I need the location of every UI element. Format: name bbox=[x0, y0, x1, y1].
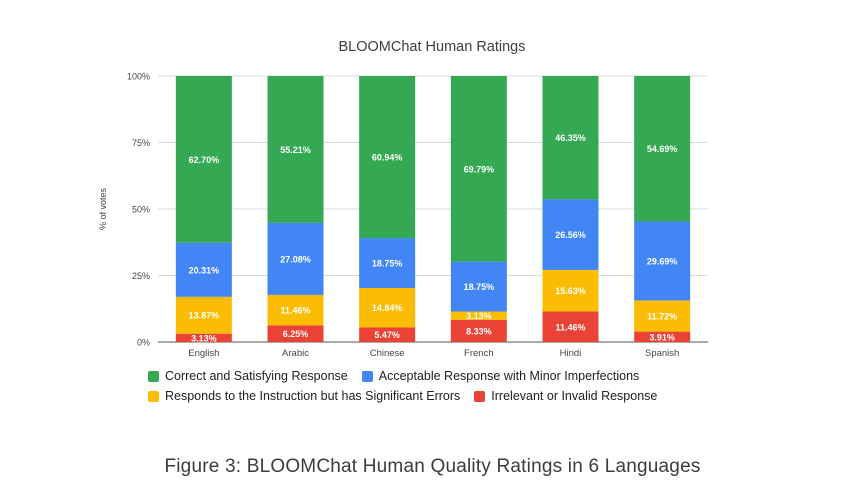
legend-label-correct: Correct and Satisfying Response bbox=[165, 369, 348, 383]
bar-segment bbox=[450, 319, 507, 342]
data-label: 18.75% bbox=[372, 259, 403, 269]
y-tick-label: 0% bbox=[137, 338, 150, 348]
data-label: 55.21% bbox=[280, 145, 311, 155]
bar-segment bbox=[542, 199, 599, 270]
bar-segment bbox=[359, 287, 416, 328]
data-label: 15.63% bbox=[555, 286, 586, 296]
x-tick-label: Hindi bbox=[560, 348, 582, 359]
y-tick-label: 50% bbox=[132, 205, 150, 215]
legend-swatch-correct bbox=[148, 370, 159, 382]
data-label: 18.75% bbox=[464, 282, 495, 292]
chart-title: BLOOMChat Human Ratings bbox=[339, 39, 526, 55]
bar-segment bbox=[267, 325, 324, 342]
legend-item-significant-errors: Responds to the Instruction but has Sign… bbox=[148, 389, 460, 403]
data-label: 6.25% bbox=[283, 329, 309, 339]
data-label: 27.08% bbox=[280, 254, 311, 264]
x-tick-label: Chinese bbox=[370, 348, 405, 359]
bar-segment bbox=[542, 269, 599, 312]
bar-segment bbox=[267, 294, 324, 326]
y-tick-label: 75% bbox=[132, 138, 150, 148]
data-label: 11.46% bbox=[555, 322, 585, 332]
legend-swatch-acceptable bbox=[361, 370, 373, 382]
y-axis-label: % of votes bbox=[98, 187, 108, 230]
data-label: 26.56% bbox=[555, 230, 586, 240]
bar-segment bbox=[634, 75, 691, 222]
data-label: 14.84% bbox=[372, 303, 403, 313]
bar-segment bbox=[634, 221, 691, 301]
x-tick-label: Arabic bbox=[282, 348, 309, 359]
x-tick-label: Spanish bbox=[645, 348, 679, 359]
chart-legend: Correct and Satisfying Response Acceptab… bbox=[148, 366, 671, 406]
bar-segment bbox=[542, 76, 599, 200]
bar-segment bbox=[359, 238, 416, 288]
data-label: 29.69% bbox=[647, 256, 678, 266]
data-label: 62.70% bbox=[189, 155, 220, 165]
figure-caption: Figure 3: BLOOMChat Human Quality Rating… bbox=[164, 456, 701, 477]
data-label: 13.87% bbox=[189, 311, 220, 321]
bar-segment bbox=[267, 222, 324, 295]
bar-segment bbox=[175, 242, 232, 297]
data-label: 54.69% bbox=[647, 144, 678, 154]
data-label: 3.13% bbox=[466, 311, 492, 321]
data-label: 46.35% bbox=[555, 133, 586, 143]
bar-segment bbox=[267, 76, 324, 223]
data-label: 20.31% bbox=[189, 265, 220, 275]
y-tick-label: 100% bbox=[127, 72, 150, 82]
legend-row-1: Correct and Satisfying Response Acceptab… bbox=[148, 366, 671, 386]
legend-item-correct: Correct and Satisfying Response bbox=[148, 369, 348, 383]
legend-label-significant-errors: Responds to the Instruction but has Sign… bbox=[165, 389, 461, 403]
data-label: 5.47% bbox=[374, 330, 400, 340]
y-tick-label: 25% bbox=[132, 271, 150, 281]
data-label: 60.94% bbox=[372, 153, 403, 163]
legend-row-2: Responds to the Instruction but has Sign… bbox=[148, 386, 671, 406]
data-label: 11.72% bbox=[647, 312, 677, 322]
data-label: 3.91% bbox=[649, 332, 675, 342]
legend-label-acceptable: Acceptable Response with Minor Imperfect… bbox=[378, 369, 640, 383]
legend-label-irrelevant: Irrelevant or Invalid Response bbox=[491, 389, 658, 403]
legend-item-irrelevant: Irrelevant or Invalid Response bbox=[474, 389, 657, 403]
bar-segment bbox=[359, 327, 416, 342]
data-label: 3.13% bbox=[191, 333, 217, 343]
bar-segment bbox=[175, 296, 232, 334]
bar-segment bbox=[450, 76, 507, 262]
bar-segment bbox=[634, 331, 691, 342]
bar-segment bbox=[450, 311, 507, 320]
legend-swatch-irrelevant bbox=[474, 390, 486, 402]
data-label: 69.79% bbox=[464, 164, 495, 174]
legend-item-acceptable: Acceptable Response with Minor Imperfect… bbox=[361, 369, 640, 383]
bar-segment bbox=[175, 333, 232, 342]
x-tick-label: English bbox=[188, 348, 219, 359]
bar-segment bbox=[542, 311, 599, 342]
legend-swatch-significant-errors bbox=[148, 390, 159, 402]
bar-segment bbox=[359, 76, 416, 239]
x-tick-label: French bbox=[464, 348, 494, 359]
bar-segment bbox=[450, 261, 507, 312]
data-label: 8.33% bbox=[466, 326, 492, 336]
bar-segment bbox=[634, 300, 691, 332]
bar-segment bbox=[175, 75, 232, 243]
data-label: 11.46% bbox=[280, 306, 310, 316]
